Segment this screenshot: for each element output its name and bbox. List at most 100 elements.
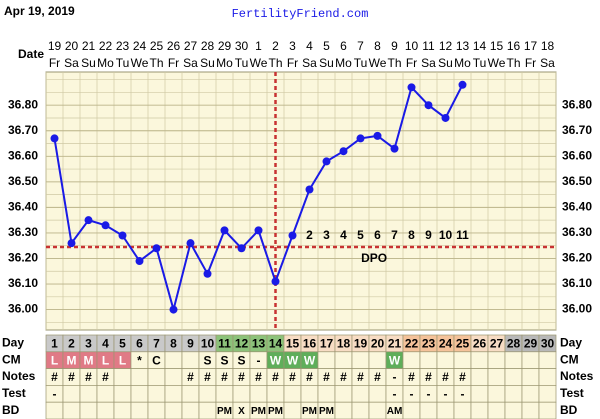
- x-tick-label: 7: [357, 39, 364, 53]
- temperature-point: [118, 231, 127, 240]
- y-tick-label: 36.80: [8, 97, 38, 111]
- weekday-label: Th: [506, 56, 520, 70]
- x-tick-label: 17: [524, 39, 538, 53]
- dpo-number: 10: [439, 228, 453, 242]
- weekday-label: Sa: [183, 56, 198, 70]
- dpo-number: 4: [340, 228, 347, 242]
- row-cell: [215, 385, 234, 403]
- row-cell: [453, 351, 472, 369]
- temperature-point: [203, 269, 212, 278]
- dpo-number: 8: [408, 228, 415, 242]
- cell-text: 21: [388, 337, 402, 351]
- row-cell: [113, 401, 132, 419]
- row-cell: [130, 368, 149, 386]
- cell-text: -: [427, 387, 431, 401]
- row-cell: [147, 401, 166, 419]
- cell-text: #: [51, 370, 58, 384]
- cell-text: M: [67, 353, 77, 367]
- row-cell: [147, 368, 166, 386]
- row-cell: [45, 401, 64, 419]
- cell-text: #: [68, 370, 75, 384]
- row-cell: [113, 385, 132, 403]
- weekday-label: Tu: [116, 56, 130, 70]
- y-tick-label-right: 36.80: [562, 97, 592, 111]
- weekday-label: We: [369, 56, 387, 70]
- weekday-label: Mo: [97, 56, 114, 70]
- row-cell: [300, 385, 319, 403]
- row-cell: [96, 385, 115, 403]
- dpo-number: 2: [306, 228, 313, 242]
- row-cell: [334, 385, 353, 403]
- x-tick-label: 13: [456, 39, 470, 53]
- cell-text: 26: [473, 337, 487, 351]
- x-tick-label: 19: [48, 39, 62, 53]
- row-cell: [113, 368, 132, 386]
- cell-text: 16: [303, 337, 317, 351]
- weekday-label: Tu: [235, 56, 249, 70]
- temperature-point: [101, 221, 110, 230]
- weekday-label: Fr: [168, 56, 179, 70]
- weekday-label: Tu: [354, 56, 368, 70]
- y-tick-label-right: 36.40: [562, 200, 592, 214]
- x-tick-label: 21: [82, 39, 96, 53]
- row-cell: [351, 401, 370, 419]
- dpo-number: 3: [323, 228, 330, 242]
- dpo-number: 5: [357, 228, 364, 242]
- row-cell: [317, 385, 336, 403]
- weekday-label: Mo: [216, 56, 233, 70]
- cell-text: 15: [286, 337, 300, 351]
- cell-text: #: [187, 370, 194, 384]
- weekday-label: Su: [319, 56, 334, 70]
- cell-text: #: [374, 370, 381, 384]
- cell-text: #: [323, 370, 330, 384]
- x-tick-label: 22: [99, 39, 113, 53]
- temperature-point: [169, 305, 178, 314]
- temperature-point: [50, 134, 59, 143]
- temperature-point: [186, 239, 195, 248]
- row-cell: [487, 351, 506, 369]
- cell-text: 20: [371, 337, 385, 351]
- weekday-label: Th: [268, 56, 282, 70]
- weekday-label: Mo: [335, 56, 352, 70]
- x-tick-label: 15: [490, 39, 504, 53]
- cell-text: *: [137, 353, 142, 367]
- row-cell: [96, 401, 115, 419]
- weekday-label: Tu: [473, 56, 487, 70]
- weekday-label: Su: [438, 56, 453, 70]
- cell-text: 4: [102, 337, 109, 351]
- x-tick-label: 10: [405, 39, 419, 53]
- temperature-point: [407, 83, 416, 92]
- x-tick-label: 12: [439, 39, 453, 53]
- row-cell: [181, 401, 200, 419]
- cell-text: -: [410, 387, 414, 401]
- row-cell: [470, 401, 489, 419]
- row-cell: [419, 401, 438, 419]
- weekday-label: Su: [200, 56, 215, 70]
- row-cell: [538, 401, 557, 419]
- x-tick-label: 25: [150, 39, 164, 53]
- cell-text: 10: [201, 337, 215, 351]
- x-tick-label: 14: [473, 39, 487, 53]
- row-cell: [504, 401, 523, 419]
- cell-text: #: [289, 370, 296, 384]
- weekday-label: Fr: [525, 56, 536, 70]
- row-cell: [521, 351, 540, 369]
- cell-text: PM: [217, 406, 232, 417]
- temperature-point: [390, 144, 399, 153]
- row-cell: [419, 351, 438, 369]
- cell-text: 3: [85, 337, 92, 351]
- row-cell: [470, 368, 489, 386]
- y-tick-label-right: 36.60: [562, 148, 592, 162]
- y-tick-label-right: 36.70: [562, 123, 592, 137]
- row-label: CM: [2, 352, 21, 366]
- weekday-label: Sa: [540, 56, 555, 70]
- cell-text: 7: [153, 337, 160, 351]
- y-tick-label-right: 36.50: [562, 174, 592, 188]
- cell-text: #: [102, 370, 109, 384]
- row-label: BD: [2, 403, 20, 417]
- row-cell: [181, 351, 200, 369]
- x-tick-label: 11: [422, 39, 435, 53]
- cell-text: -: [393, 387, 397, 401]
- cell-text: 9: [187, 337, 194, 351]
